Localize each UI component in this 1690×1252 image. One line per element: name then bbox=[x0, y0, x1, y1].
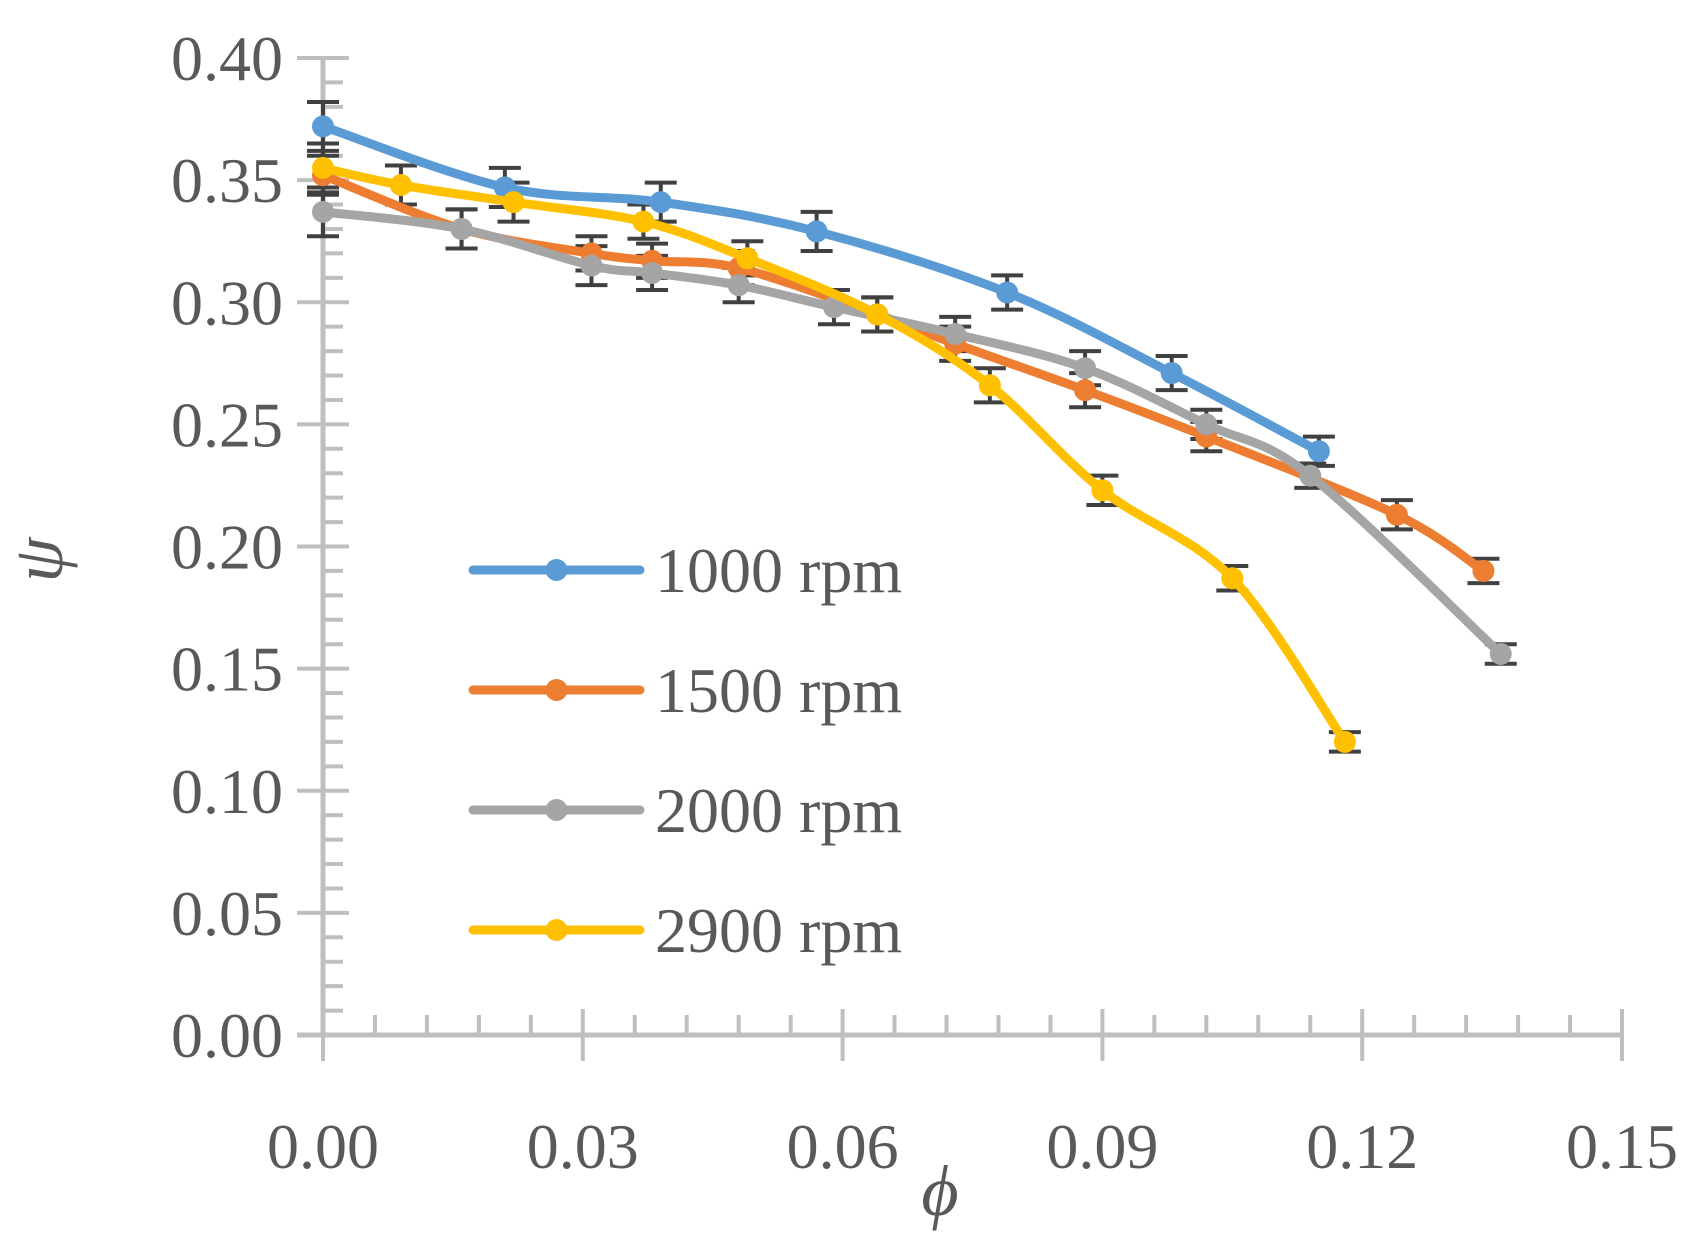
legend-label: 2900 rpm bbox=[655, 895, 902, 966]
y-tick-label: 0.15 bbox=[171, 634, 283, 705]
legend-swatch-marker bbox=[545, 919, 568, 941]
series-1500-rpm bbox=[312, 164, 1495, 582]
data-point bbox=[944, 323, 967, 346]
x-tick-label: 0.15 bbox=[1566, 1111, 1678, 1182]
data-point bbox=[1385, 503, 1408, 526]
legend-item: 2000 rpm bbox=[468, 775, 902, 846]
legend-label: 1000 rpm bbox=[655, 535, 902, 606]
legend: 1000 rpm 1500 rpm 2000 rpm 2900 rpm bbox=[468, 535, 902, 966]
data-point bbox=[649, 191, 672, 214]
data-point bbox=[502, 191, 525, 214]
data-point bbox=[1472, 559, 1495, 582]
x-tick-label: 0.00 bbox=[267, 1111, 379, 1182]
x-axis-title: ϕ bbox=[921, 1151, 958, 1231]
x-tick-label: 0.12 bbox=[1306, 1111, 1418, 1182]
data-point bbox=[1091, 479, 1114, 502]
data-point bbox=[1299, 464, 1322, 487]
data-point bbox=[866, 303, 889, 326]
data-point bbox=[1074, 379, 1097, 402]
y-tick-label: 0.10 bbox=[171, 756, 283, 827]
legend-label: 2000 rpm bbox=[655, 775, 902, 846]
y-tick-label: 0.05 bbox=[171, 878, 283, 949]
series-line bbox=[318, 163, 1350, 747]
legend-item: 2900 rpm bbox=[468, 895, 902, 966]
data-point bbox=[312, 200, 334, 223]
data-point bbox=[1221, 567, 1244, 590]
y-tick-label: 0.00 bbox=[171, 1000, 283, 1071]
legend-label: 1500 rpm bbox=[655, 655, 902, 726]
data-point bbox=[996, 281, 1019, 304]
data-point bbox=[580, 254, 603, 277]
data-point bbox=[978, 374, 1001, 397]
data-point bbox=[1160, 362, 1183, 385]
data-point bbox=[632, 210, 655, 233]
data-point bbox=[727, 274, 750, 297]
series-1000-rpm bbox=[312, 115, 1330, 463]
data-point bbox=[1074, 357, 1097, 380]
axes: 0.00 0.05 0.10 0.15 0.20 0.25 0.30 0.35 0.40 0.00… bbox=[171, 23, 1678, 1182]
data-point bbox=[312, 115, 334, 138]
x-tick-label: 0.03 bbox=[527, 1111, 639, 1182]
y-tick-label: 0.20 bbox=[171, 512, 283, 583]
data-point bbox=[736, 247, 759, 270]
series-lines bbox=[312, 115, 1512, 753]
data-point bbox=[641, 261, 664, 284]
data-point bbox=[822, 296, 845, 319]
legend-item: 1000 rpm bbox=[468, 535, 902, 606]
data-point bbox=[1489, 642, 1512, 665]
y-axis-title: ψ bbox=[0, 536, 78, 582]
data-point bbox=[1195, 413, 1218, 436]
series-2000-rpm bbox=[312, 200, 1512, 665]
data-point bbox=[1307, 440, 1330, 463]
y-tick-label: 0.30 bbox=[171, 267, 283, 338]
y-tick-label: 0.40 bbox=[171, 23, 283, 94]
legend-swatch-marker bbox=[545, 679, 568, 701]
x-tick-label: 0.09 bbox=[1046, 1111, 1158, 1182]
data-point bbox=[805, 220, 828, 243]
legend-swatch-marker bbox=[545, 799, 568, 821]
x-tick-label: 0.06 bbox=[787, 1111, 899, 1182]
data-point bbox=[450, 217, 473, 240]
data-point bbox=[389, 174, 412, 197]
data-point bbox=[312, 156, 334, 179]
legend-item: 1500 rpm bbox=[468, 655, 902, 726]
series-line bbox=[318, 207, 1506, 659]
y-tick-label: 0.35 bbox=[171, 145, 283, 216]
series-2900-rpm bbox=[312, 156, 1356, 753]
legend-swatch-marker bbox=[545, 559, 568, 581]
data-point bbox=[1333, 730, 1356, 753]
y-tick-label: 0.25 bbox=[171, 389, 283, 460]
